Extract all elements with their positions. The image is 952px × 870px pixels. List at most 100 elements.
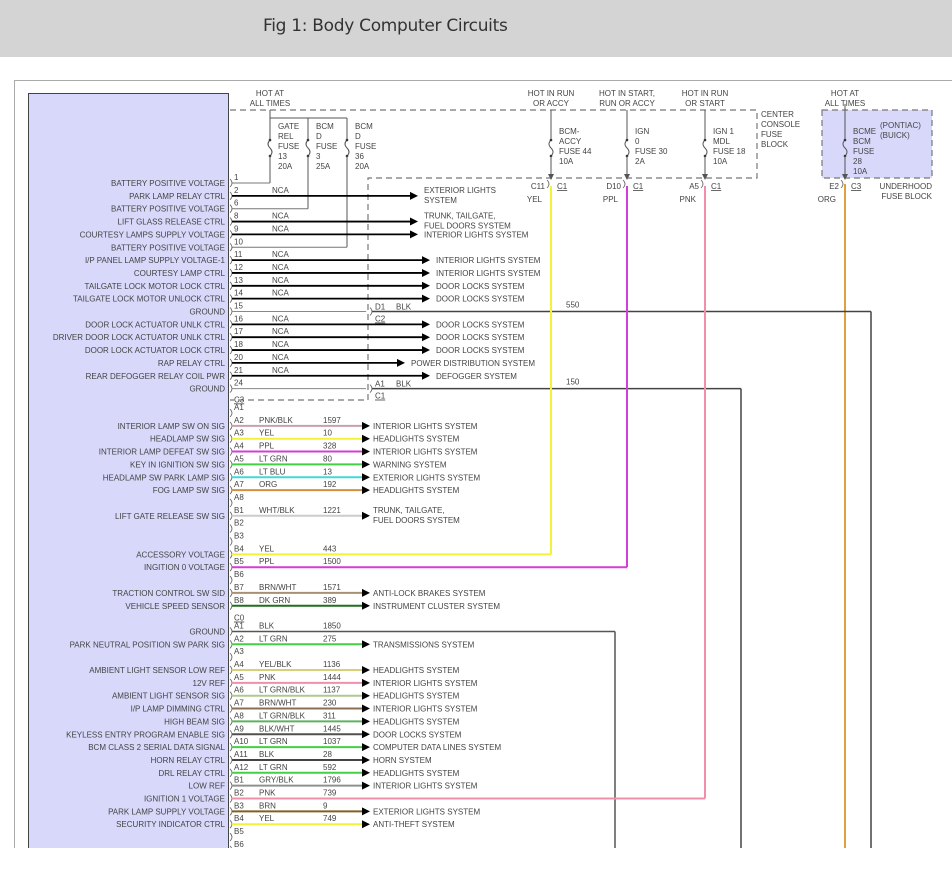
destination-label: DOOR LOCKS SYSTEM (436, 320, 525, 329)
circuit-number: 1571 (323, 583, 341, 592)
pin-number: A2 (234, 634, 244, 643)
fuse-variant-label: (BUICK) (880, 131, 910, 140)
pin-function-label: PARK NEUTRAL POSITION SW PARK SIG (70, 640, 225, 649)
destination-label: COMPUTER DATA LINES SYSTEM (373, 743, 502, 752)
destination-label: INSTRUMENT CLUSTER SYSTEM (373, 602, 500, 611)
destination-label: ANTI-LOCK BRAKES SYSTEM (373, 589, 486, 598)
arrow-right-icon (362, 666, 370, 674)
pin-number: A4 (234, 660, 244, 669)
pin-number: 9 (234, 224, 239, 233)
connector-label: C0 (234, 614, 245, 623)
destination-label: INTERIOR LIGHTS SYSTEM (373, 705, 478, 714)
pin-number: 16 (234, 314, 243, 323)
wire-color-label: DK GRN (259, 596, 290, 605)
fuse-label: FUSE (853, 147, 874, 156)
pin-function-label: HEADLAMP SW SIG (150, 435, 225, 444)
circuit-number: 9 (323, 801, 328, 810)
pin-function-label: HEADLAMP SW PARK LAMP SIG (103, 473, 225, 482)
pin-number: A3 (234, 429, 244, 438)
wire-color-label: LT GRN (259, 763, 288, 772)
destination-label: INTERIOR LIGHTS SYSTEM (373, 448, 478, 457)
pin-number: 20 (234, 353, 243, 362)
destination-label: INTERIOR LIGHTS SYSTEM (436, 256, 541, 265)
destination-label: INTERIOR LIGHTS SYSTEM (373, 422, 478, 431)
circuit-number: 150 (566, 378, 580, 387)
connector-label: C3 (851, 182, 862, 191)
hot-label: OR START (685, 99, 725, 108)
arrow-right-icon (362, 820, 370, 829)
pin-connector-icon (622, 179, 626, 189)
connector-label: C2 (375, 315, 386, 324)
pin-number: B7 (234, 583, 244, 592)
pin-function-label: BATTERY POSITIVE VOLTAGE (111, 243, 225, 252)
circuit-number: 311 (323, 711, 336, 720)
fuse-label: IGN 1 (713, 127, 734, 136)
terminal-label: A1 (375, 380, 385, 389)
pin-connector-icon (229, 652, 233, 662)
pin-function-label: HIGH BEAM SIG (164, 717, 225, 726)
arrow-right-icon (422, 346, 430, 355)
arrow-down-icon (842, 174, 848, 180)
pin-function-label: TAILGATE LOCK MOTOR LOCK CTRL (85, 282, 226, 291)
wire-color-label: PNK/BLK (259, 416, 293, 425)
pin-number: A6 (234, 467, 244, 476)
pin-function-label: I/P LAMP DIMMING CTRL (131, 705, 226, 714)
destination-label: DOOR LOCKS SYSTEM (373, 730, 462, 739)
pin-number: 15 (234, 302, 243, 311)
fuse-label: FUSE 30 (635, 147, 668, 156)
fuse-label: MDL (713, 137, 730, 146)
circuit-number: 1850 (323, 621, 341, 630)
hot-label: ALL TIMES (825, 99, 865, 108)
fuse-label: GATE (278, 122, 299, 131)
fuse-block-label: UNDERHOOD (880, 182, 933, 191)
pin-number: B1 (234, 506, 244, 515)
terminal-label: E2 (829, 182, 839, 191)
arrow-right-icon (410, 191, 418, 200)
destination-label: HEADLIGHTS SYSTEM (373, 486, 460, 495)
wire-color-label: BRN (259, 801, 276, 810)
circuit-number: 10 (323, 429, 332, 438)
body-control-module (28, 93, 229, 870)
pin-function-label: KEY IN IGNITION SW SIG (130, 460, 225, 469)
pin-function-label: DOOR LOCK ACTUATOR UNLK CTRL (85, 320, 225, 329)
circuit-number: 1597 (323, 416, 341, 425)
circuit-number: 1221 (323, 506, 341, 515)
pin-function-label: COURTESY LAMP CTRL (134, 269, 226, 278)
arrow-right-icon (362, 781, 370, 790)
wire-color-label: LT GRN (259, 737, 288, 746)
hot-label: ALL TIMES (250, 99, 290, 108)
fuse-label: IGN (635, 127, 649, 136)
pin-function-label: REAR DEFOGGER RELAY COIL PWR (86, 372, 226, 381)
wire-color-label: YEL (259, 814, 275, 823)
arrow-right-icon (362, 640, 370, 649)
wire-label-nca: NCA (272, 366, 290, 375)
wire-label-nca: NCA (272, 250, 290, 259)
pin-function-label: BATTERY POSITIVE VOLTAGE (111, 205, 225, 214)
pin-function-label: GROUND (189, 385, 225, 394)
arrow-right-icon (362, 588, 370, 597)
arrow-right-icon (410, 230, 418, 239)
fuse-variant-label: (PONTIAC) (880, 121, 921, 130)
fuse-label: D (355, 132, 361, 141)
destination-label: HEADLIGHTS SYSTEM (373, 435, 460, 444)
pin-function-label: TAILGATE LOCK MOTOR UNLOCK CTRL (73, 295, 226, 304)
wire-color-label: BLK (396, 303, 412, 312)
wire-color-label: YEL (259, 429, 275, 438)
circuit-number: 13 (323, 467, 332, 476)
fuse-terminal-icon (549, 138, 553, 142)
pin-number: B2 (234, 789, 244, 798)
hot-label: OR ACCY (533, 99, 570, 108)
fuse-label: 20A (278, 162, 293, 171)
pin-function-label: DRIVER DOOR LOCK ACTUATOR UNLK CTRL (53, 333, 226, 342)
connector-label: C1 (557, 182, 568, 191)
circuit-number: 275 (323, 634, 337, 643)
pin-number: 21 (234, 366, 243, 375)
fuse-label: BCM (355, 122, 373, 131)
fuse-label: FUSE 44 (559, 147, 592, 156)
pin-connector-icon (229, 524, 233, 533)
pin-number: B6 (234, 840, 244, 849)
pin-number: B6 (234, 570, 244, 579)
pin-connector-icon (229, 178, 233, 188)
arrow-right-icon (422, 256, 430, 265)
circuit-number: 80 (323, 454, 332, 463)
